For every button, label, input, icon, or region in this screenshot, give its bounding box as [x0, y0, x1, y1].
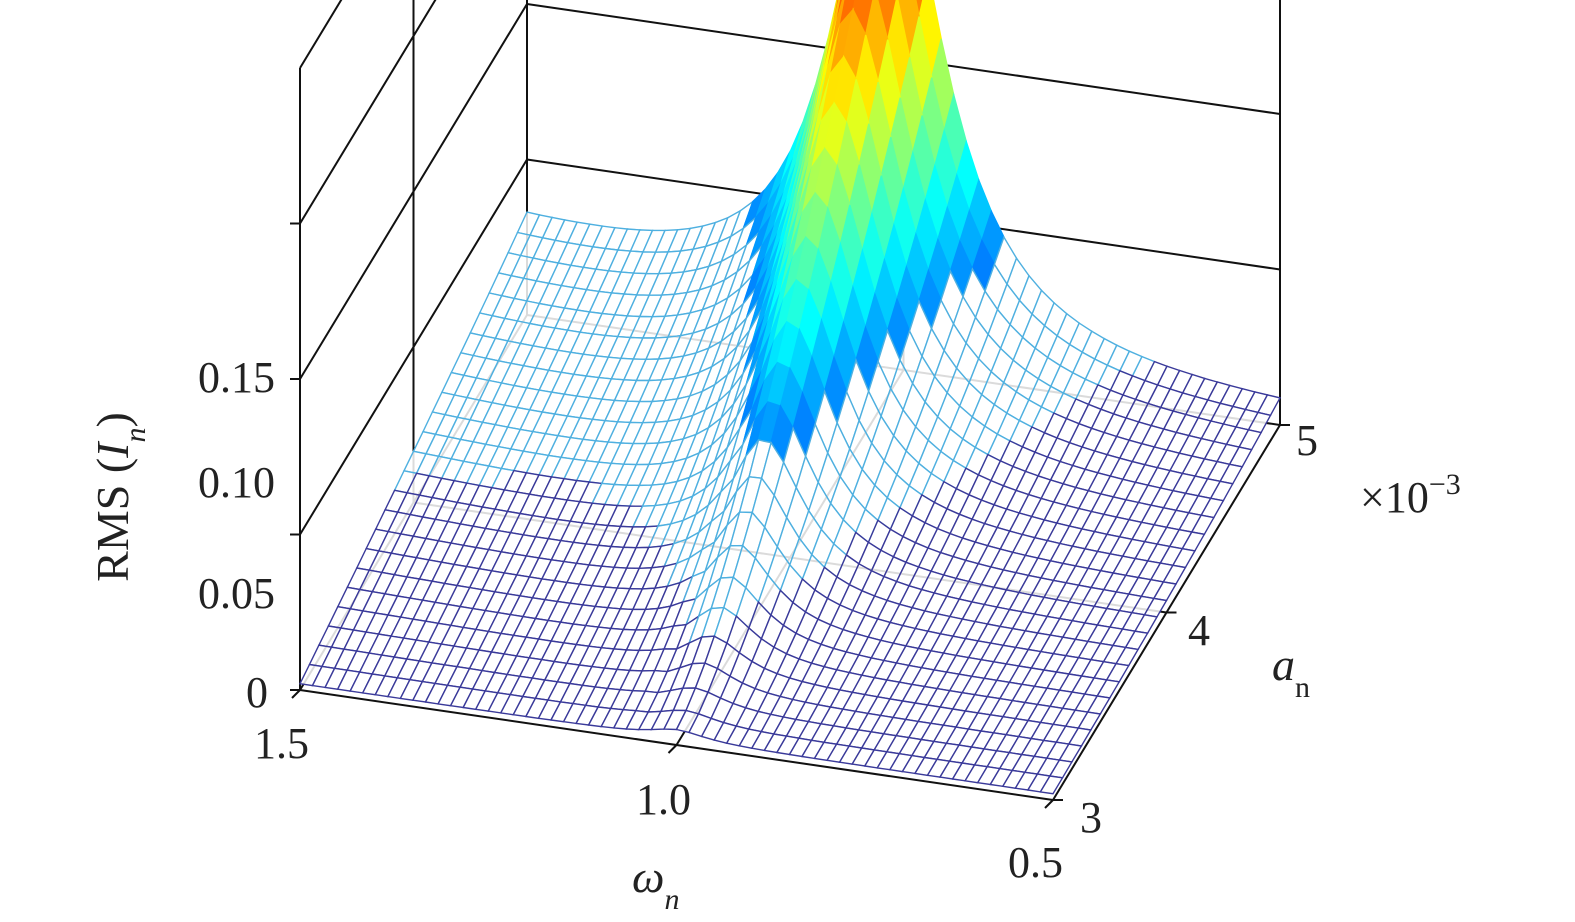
y-tick-label: 5 — [1296, 416, 1318, 465]
z-tick-label: 0.15 — [198, 353, 275, 402]
axes-floor-edges — [290, 222, 1290, 809]
x-axis-label: ωn — [632, 851, 679, 916]
y-tick-label: 4 — [1188, 606, 1210, 655]
y-axis-label: an — [1272, 639, 1310, 704]
surface-mesh — [298, 0, 1282, 795]
surface-cell — [1039, 775, 1064, 795]
x-tick-mark — [291, 689, 301, 699]
axis-edge-top-left — [299, 0, 343, 69]
x-tick-label: 1.0 — [636, 775, 691, 824]
x-tick-mark — [1044, 799, 1054, 809]
y-tick-label: 3 — [1080, 793, 1102, 842]
y-axis-multiplier: ×10−3 — [1360, 468, 1461, 522]
z-tick-label: 0 — [246, 668, 268, 717]
z-tick-label: 0.10 — [198, 458, 275, 507]
z-tick-label: 0.05 — [198, 569, 275, 618]
x-tick-label: 1.5 — [254, 719, 309, 768]
x-tick-label: 0.5 — [1008, 838, 1063, 887]
x-tick-mark — [667, 744, 678, 754]
surface-cell — [915, 0, 924, 17]
z-axis-label: RMS (In) — [87, 412, 152, 582]
